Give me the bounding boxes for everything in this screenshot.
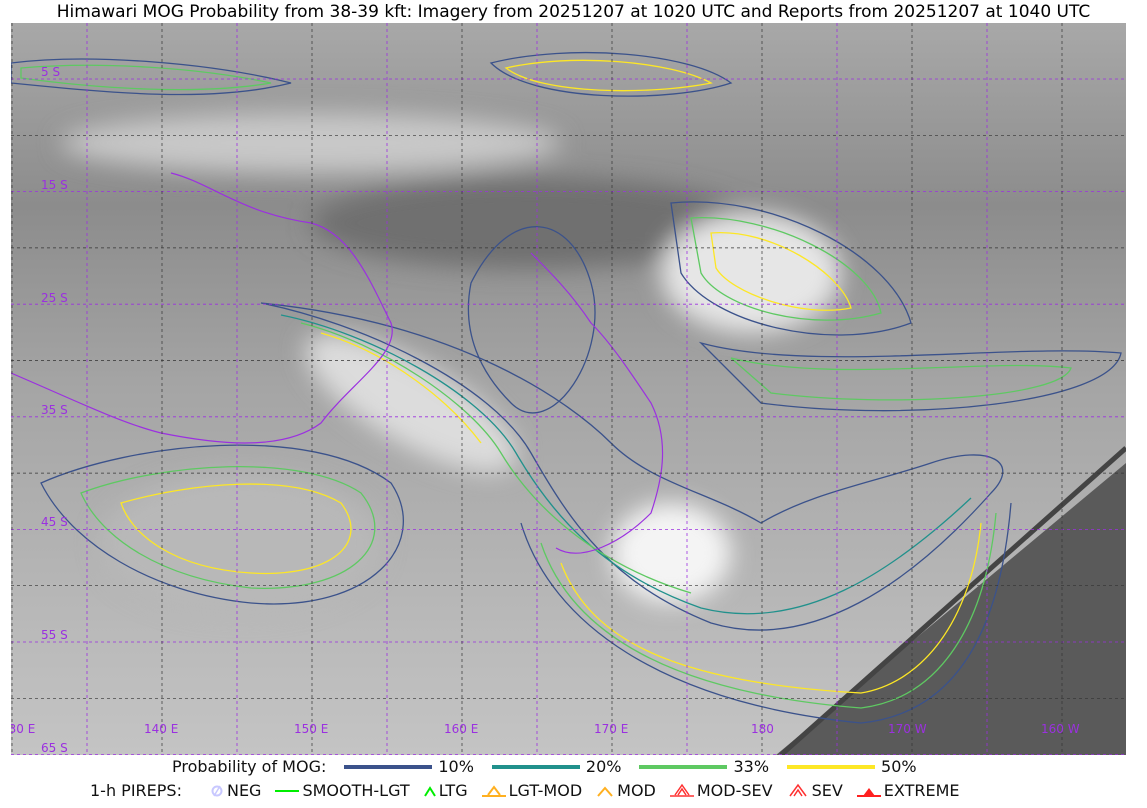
mog-contours	[11, 51, 1122, 724]
pirep-label: SEV	[811, 781, 843, 800]
pirep-extreme: EXTREME	[856, 781, 960, 800]
pirep-ltg: LTG	[423, 781, 468, 800]
graticule-minor	[11, 23, 1126, 755]
lat-label: 65 S	[41, 741, 68, 755]
lon-label: 130 E	[11, 722, 35, 736]
pirep-label: MOD	[617, 781, 656, 800]
swatch-33	[639, 764, 728, 769]
lat-label: 5 S	[41, 65, 60, 79]
legend-item-50: 50%	[881, 757, 917, 776]
lat-label: 15 S	[41, 178, 68, 192]
legend-item-10: 10%	[438, 757, 474, 776]
filled-triangle-icon	[856, 787, 881, 797]
pirep-sev: SEV	[787, 781, 843, 800]
neg-circle-icon	[211, 785, 223, 796]
pirep-label: LTG	[438, 781, 468, 800]
lon-label: 180	[751, 722, 774, 736]
lon-label: 160 W	[1041, 722, 1080, 736]
lon-label: 170 E	[594, 722, 628, 736]
map-title: Himawari MOG Probability from 38-39 kft:…	[56, 2, 1091, 22]
pirep-label: SMOOTH-LGT	[302, 781, 410, 800]
caret-bar-icon	[481, 784, 506, 797]
lat-label: 45 S	[41, 515, 68, 529]
swatch-10	[344, 764, 433, 769]
graticule	[11, 23, 1126, 755]
lat-label: 55 S	[41, 628, 68, 642]
pirep-lgt-mod: LGT-MOD	[481, 781, 583, 800]
caret-icon	[423, 785, 436, 797]
pireps-legend-label: 1-h PIREPS:	[90, 781, 182, 800]
pirep-label: LGT-MOD	[508, 781, 583, 800]
probability-legend: Probability of MOG: 10% 20% 33% 50%	[0, 757, 1147, 776]
pirep-label: NEG	[226, 781, 262, 800]
probability-legend-label: Probability of MOG:	[172, 757, 327, 776]
satellite-map: 130 E 140 E 150 E 160 E 170 E 180 170 W …	[11, 23, 1126, 755]
swatch-20	[491, 764, 580, 769]
pirep-label: EXTREME	[883, 781, 960, 800]
pirep-smooth-lgt: SMOOTH-LGT	[275, 781, 410, 800]
lon-label: 170 W	[888, 722, 927, 736]
double-caret-bar-icon	[669, 783, 694, 797]
pirep-mod: MOD	[596, 781, 656, 800]
double-caret-icon	[788, 783, 807, 796]
swatch-50	[787, 764, 876, 769]
caret-icon	[597, 785, 613, 797]
cloud-features	[61, 113, 841, 613]
pirep-label: MOD-SEV	[696, 781, 773, 800]
coastlines	[11, 172, 664, 554]
lon-label: 140 E	[144, 722, 178, 736]
swath-edge	[779, 446, 1126, 755]
pireps-legend: 1-h PIREPS: NEG SMOOTH-LGT LTG LGT-MOD M…	[0, 781, 1147, 800]
lat-label: 35 S	[41, 403, 68, 417]
lon-label: 150 E	[294, 722, 328, 736]
lon-label: 160 E	[444, 722, 478, 736]
legend-item-33: 33%	[733, 757, 770, 776]
legend-item-20: 20%	[585, 757, 622, 776]
pirep-mod-sev: MOD-SEV	[669, 781, 773, 800]
dash-icon	[275, 789, 300, 792]
lat-label: 25 S	[41, 291, 68, 305]
pirep-neg: NEG	[210, 781, 261, 800]
